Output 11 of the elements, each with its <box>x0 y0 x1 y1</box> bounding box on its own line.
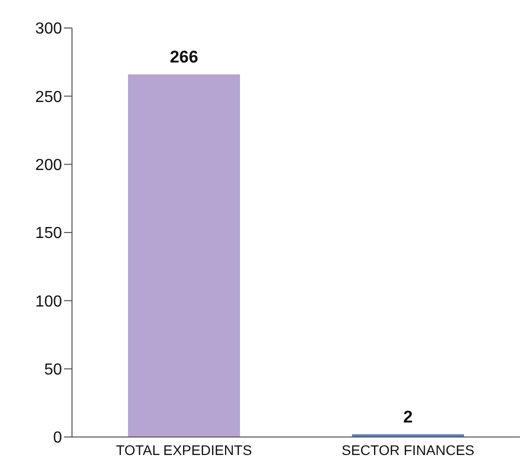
y-tick-label: 0 <box>53 430 62 447</box>
y-tick-label: 200 <box>35 157 62 174</box>
y-tick-label: 250 <box>35 88 62 106</box>
y-tick-label: 300 <box>35 20 62 38</box>
y-tick-label: 50 <box>44 362 62 379</box>
data-label: 266 <box>170 47 198 66</box>
y-tick-label: 150 <box>35 225 62 242</box>
x-tick-label: TOTAL EXPEDIENTS <box>116 442 252 458</box>
x-tick-label: SECTOR FINANCES <box>342 442 474 458</box>
data-label: 2 <box>403 407 413 426</box>
y-tick-label: 100 <box>35 293 62 310</box>
